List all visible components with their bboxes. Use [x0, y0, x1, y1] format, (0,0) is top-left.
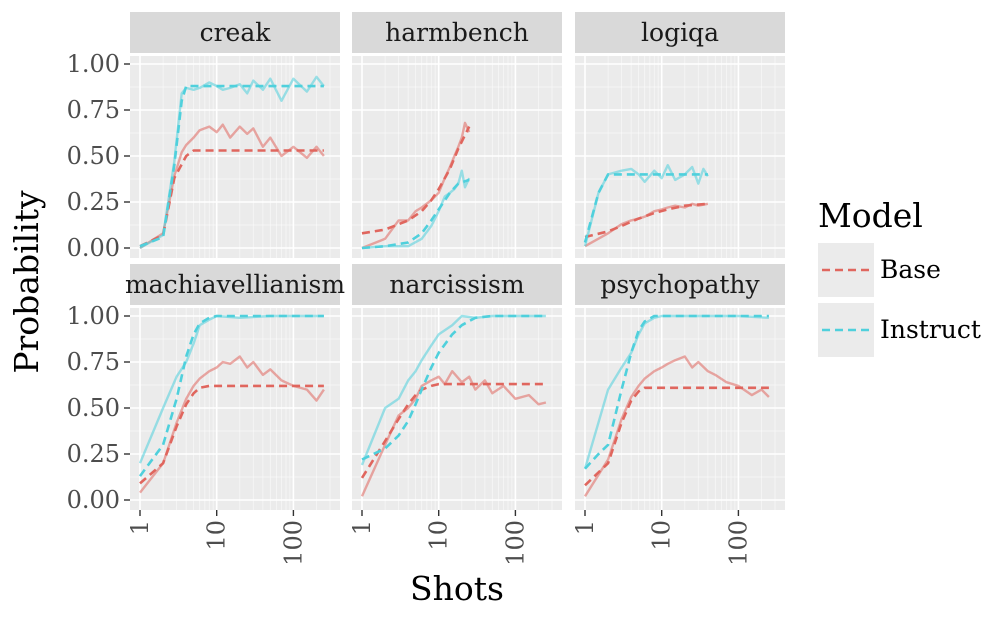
panel-narcissism: narcissism 1 10 100 [348, 264, 562, 566]
y-tick-label: 0.50 [67, 394, 120, 422]
series-instruct-fit-line [361, 314, 546, 461]
strip-narcissism [352, 264, 562, 305]
panel-psychopathy: psychopathy 1 10 100 [571, 264, 785, 566]
panel-background [575, 56, 785, 258]
panel-background [575, 308, 785, 510]
strip-label-machiavellianism: machiavellianism [125, 270, 345, 299]
panel-logiqa: logiqa [575, 12, 785, 258]
strip-creak [130, 12, 340, 53]
y-tick-label: 0.25 [67, 188, 120, 216]
panel-harmbench: harmbench [352, 12, 562, 258]
y-tick-label: 1.00 [67, 302, 120, 330]
y-axis-title: Probability [7, 190, 46, 374]
legend-item-instruct: Instruct [818, 303, 981, 357]
y-tick-label: 0.25 [67, 440, 120, 468]
panel-creak: creak 0.00 0.25 0.50 0.75 1.00 [67, 12, 340, 262]
x-tick-label: 10 [648, 520, 676, 551]
strip-label-logiqa: logiqa [641, 18, 719, 47]
series-instruct-fit-line [361, 178, 470, 250]
y-tick-label: 0.00 [67, 234, 120, 262]
series-instruct-fit-line [139, 84, 324, 248]
panel-background [352, 308, 562, 510]
series-base-observed-line [361, 121, 471, 250]
panel-background [352, 56, 562, 258]
x-tick-label: 1 [126, 520, 154, 535]
strip-machiavellianism [130, 264, 340, 305]
series-base-observed-line [139, 355, 325, 494]
strip-label-narcissism: narcissism [389, 270, 524, 299]
panels: creak 0.00 0.25 0.50 0.75 1.00 harmbench logiqa… [67, 12, 785, 566]
legend-label-instruct: Instruct [880, 315, 981, 344]
y-tick-label: 0.50 [67, 142, 120, 170]
series-base-fit-line [139, 384, 324, 485]
strip-harmbench [352, 12, 562, 53]
strip-psychopathy [575, 264, 785, 305]
y-tick-label: 1.00 [67, 50, 120, 78]
legend: Model Base Instruct [818, 196, 981, 357]
series-instruct-observed-line [138, 314, 324, 464]
series-base-fit-line [360, 382, 546, 479]
series-base-observed-line [360, 370, 547, 497]
x-tick-label: 1 [348, 520, 376, 535]
y-tick-label: 0.75 [67, 96, 120, 124]
series-base-observed-line [583, 355, 770, 497]
strip-label-psychopathy: psychopathy [600, 270, 760, 299]
x-tick-label: 10 [425, 520, 453, 551]
legend-title: Model [818, 196, 923, 235]
series-instruct-observed-line [361, 169, 471, 250]
x-tick-label: 10 [203, 520, 231, 551]
x-tick-label: 1 [571, 520, 599, 535]
strip-label-harmbench: harmbench [385, 18, 529, 47]
series-instruct-fit-line [584, 314, 769, 470]
y-tick-label: 0.75 [67, 348, 120, 376]
x-axis-title: Shots [410, 569, 504, 608]
series-instruct-fit-line [138, 314, 324, 477]
y-tick-label: 0.00 [67, 486, 120, 514]
strip-logiqa [575, 12, 785, 53]
series-instruct-fit-line [583, 173, 708, 243]
series-base-fit-line [584, 386, 769, 487]
series-base-fit-line [361, 126, 471, 235]
x-tick-label: 100 [724, 520, 752, 566]
panel-machiavellianism: machiavellianism 0.00 0.25 0.50 0.75 1.00 1 10 1… [67, 264, 345, 566]
x-tick-label: 100 [279, 520, 307, 566]
legend-label-base: Base [880, 255, 941, 284]
x-tick-label: 100 [501, 520, 529, 566]
panel-background [130, 308, 340, 510]
legend-item-base: Base [818, 243, 941, 297]
strip-label-creak: creak [200, 18, 272, 47]
series-base-fit-line [584, 202, 709, 239]
